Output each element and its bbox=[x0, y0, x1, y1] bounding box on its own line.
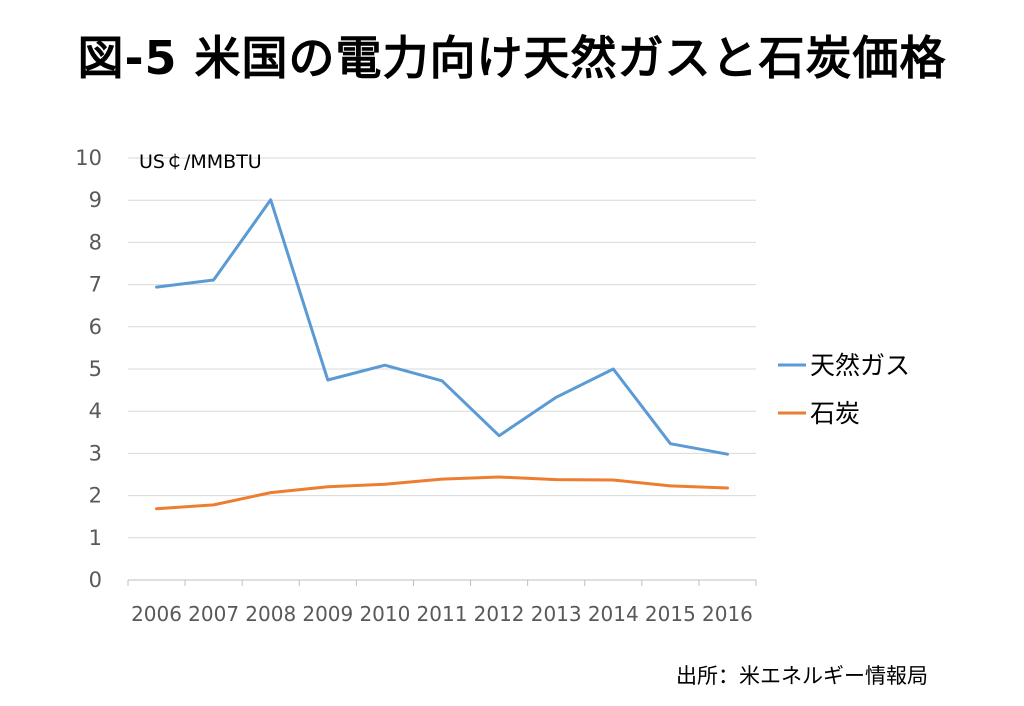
y-tick-label: 5 bbox=[89, 357, 102, 381]
x-tick-label: 2008 bbox=[245, 602, 296, 626]
source-note: 出所：米エネルギー情報局 bbox=[676, 664, 928, 688]
x-tick-label: 2009 bbox=[302, 602, 353, 626]
y-tick-label: 6 bbox=[89, 315, 102, 339]
x-tick-label: 2007 bbox=[188, 602, 239, 626]
y-tick-label: 10 bbox=[75, 146, 102, 170]
y-tick-label: 3 bbox=[89, 441, 102, 465]
x-tick-labels: 2006 2007 2008 2009 2010 2011 2012 2013 2014 2015… bbox=[131, 602, 753, 626]
y-tick-label: 4 bbox=[89, 399, 102, 423]
legend-label: 天然ガス bbox=[810, 351, 910, 380]
y-tick-label: 9 bbox=[89, 188, 102, 212]
y-tick-labels: 0 1 2 3 4 5 6 7 8 9 10 bbox=[75, 146, 102, 592]
y-tick-label: 7 bbox=[89, 273, 102, 297]
x-tick-label: 2012 bbox=[474, 602, 525, 626]
unit-label: US￠/MMBTU bbox=[139, 151, 262, 173]
y-tick-label: 8 bbox=[89, 230, 102, 254]
series-lines bbox=[155, 198, 729, 511]
y-tick-label: 2 bbox=[89, 484, 102, 508]
x-tick-label: 2015 bbox=[645, 602, 696, 626]
y-tick-label: 1 bbox=[89, 526, 102, 550]
x-tick-label: 2006 bbox=[131, 602, 182, 626]
x-tick-label: 2016 bbox=[702, 602, 753, 626]
x-tick-label: 2014 bbox=[588, 602, 639, 626]
axes bbox=[127, 579, 757, 586]
legend-label: 石炭 bbox=[810, 399, 860, 428]
x-tick-label: 2010 bbox=[359, 602, 410, 626]
x-tick-label: 2013 bbox=[531, 602, 582, 626]
x-tick-label: 2011 bbox=[417, 602, 468, 626]
series-line-0 bbox=[155, 198, 729, 456]
y-tick-label: 0 bbox=[89, 568, 102, 592]
series-line-1 bbox=[155, 475, 729, 511]
chart-title: 図-5 米国の電力向け天然ガスと石炭価格 bbox=[77, 31, 947, 85]
grid-lines bbox=[128, 157, 756, 539]
